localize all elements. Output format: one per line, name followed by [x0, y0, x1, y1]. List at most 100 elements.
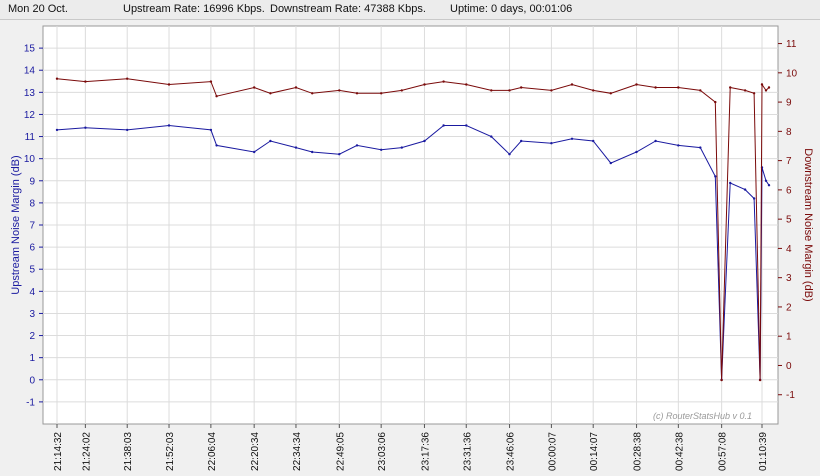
x-tick-label: 23:31:36	[462, 432, 473, 471]
left-tick-label: 1	[29, 353, 35, 364]
status-downstream-rate: Downstream Rate: 47388 Kbps.	[270, 3, 426, 15]
data-point-upstream	[400, 146, 403, 149]
data-point-upstream	[508, 153, 511, 156]
data-point-downstream	[215, 95, 218, 98]
right-tick-label: 6	[786, 185, 792, 196]
data-point-downstream	[338, 89, 341, 92]
x-tick-label: 21:52:03	[165, 432, 176, 471]
data-point-upstream	[355, 144, 359, 147]
right-tick-label: 7	[786, 156, 792, 167]
data-point-upstream	[55, 128, 59, 132]
x-tick-label: 00:57:08	[718, 432, 729, 471]
data-point-downstream	[55, 77, 59, 80]
x-tick-label: 00:00:07	[547, 432, 558, 471]
right-tick-label: 5	[786, 215, 792, 226]
right-axis-title: Downstream Noise Margin (dB)	[802, 148, 814, 301]
data-point-upstream	[714, 175, 717, 178]
left-tick-label: 10	[24, 154, 36, 165]
data-point-upstream	[423, 139, 426, 143]
data-point-downstream	[635, 83, 638, 86]
status-date: Mon 20 Oct.	[8, 3, 68, 15]
right-tick-label: 4	[786, 244, 792, 255]
data-point-upstream	[635, 150, 638, 154]
left-tick-label: 15	[24, 44, 36, 55]
data-point-downstream	[743, 89, 747, 92]
noise-margin-chart: -10123456789101112131415-101234567891011…	[10, 25, 814, 471]
x-tick-label: 23:17:36	[420, 432, 431, 471]
data-point-upstream	[743, 188, 747, 191]
right-tick-label: 0	[786, 361, 792, 372]
x-tick-label: 23:03:06	[377, 432, 388, 471]
data-point-upstream	[592, 139, 595, 143]
x-tick-label: 22:49:05	[335, 432, 346, 471]
data-point-downstream	[442, 80, 445, 83]
data-point-upstream	[269, 139, 272, 143]
left-tick-label: 4	[29, 287, 35, 298]
data-point-downstream	[714, 100, 717, 104]
data-point-downstream	[764, 89, 768, 92]
data-point-downstream	[592, 89, 595, 92]
left-tick-label: 14	[24, 66, 36, 77]
data-point-downstream	[752, 92, 756, 95]
x-tick-label: 22:20:34	[250, 432, 261, 471]
watermark: (c) RouterStatsHub v 0.1	[653, 411, 752, 421]
status-bar: Mon 20 Oct. Upstream Rate: 16996 Kbps. D…	[0, 0, 820, 20]
data-point-upstream	[209, 128, 213, 132]
right-tick-label: 1	[786, 332, 792, 343]
data-point-downstream	[490, 89, 493, 92]
data-point-upstream	[253, 150, 256, 154]
data-point-upstream	[84, 126, 87, 129]
data-point-downstream	[126, 77, 129, 80]
left-tick-label: 3	[29, 309, 35, 320]
x-tick-label: 21:38:03	[123, 432, 134, 471]
data-point-upstream	[465, 124, 468, 127]
data-point-upstream	[520, 139, 523, 143]
data-point-downstream	[508, 89, 511, 92]
left-tick-label: 13	[24, 88, 36, 99]
left-tick-label: 8	[29, 198, 35, 209]
data-point-upstream	[380, 148, 383, 151]
right-tick-label: 11	[786, 39, 797, 50]
data-point-downstream	[355, 92, 359, 95]
data-point-downstream	[465, 83, 468, 86]
right-tick-label: 9	[786, 98, 792, 109]
x-tick-label: 00:42:38	[674, 432, 685, 471]
left-tick-label: 11	[25, 132, 36, 143]
x-tick-label: 22:06:04	[207, 432, 218, 471]
data-point-downstream	[269, 92, 272, 95]
data-point-downstream	[84, 80, 87, 83]
left-axis-title: Upstream Noise Margin (dB)	[10, 155, 22, 294]
data-point-upstream	[699, 146, 702, 149]
data-point-downstream	[380, 92, 383, 95]
left-tick-label: 9	[29, 176, 35, 187]
left-tick-label: 7	[29, 221, 35, 232]
x-tick-label: 23:46:06	[506, 432, 517, 471]
data-point-upstream	[126, 128, 129, 132]
data-point-upstream	[767, 184, 771, 187]
data-point-upstream	[654, 139, 657, 143]
data-point-downstream	[311, 92, 314, 95]
right-tick-label: 8	[786, 127, 792, 138]
x-tick-label: 00:28:38	[633, 432, 644, 471]
data-point-downstream	[729, 86, 732, 89]
x-tick-label: 22:34:34	[292, 432, 303, 471]
data-point-downstream	[400, 89, 403, 92]
data-point-downstream	[767, 86, 771, 89]
data-point-upstream	[490, 135, 493, 138]
data-point-downstream	[720, 378, 723, 382]
data-point-upstream	[550, 142, 553, 145]
data-point-upstream	[677, 144, 680, 147]
left-tick-label: 2	[29, 331, 35, 342]
left-tick-label: 12	[24, 110, 36, 121]
right-tick-label: 2	[786, 302, 792, 313]
x-tick-label: 21:24:02	[81, 432, 92, 471]
data-point-downstream	[677, 86, 680, 89]
data-point-downstream	[294, 86, 298, 89]
data-point-downstream	[609, 92, 612, 95]
left-tick-label: -1	[26, 397, 35, 408]
data-point-downstream	[760, 83, 764, 86]
left-tick-label: 5	[29, 265, 35, 276]
data-point-downstream	[550, 89, 553, 92]
data-point-upstream	[442, 124, 445, 127]
